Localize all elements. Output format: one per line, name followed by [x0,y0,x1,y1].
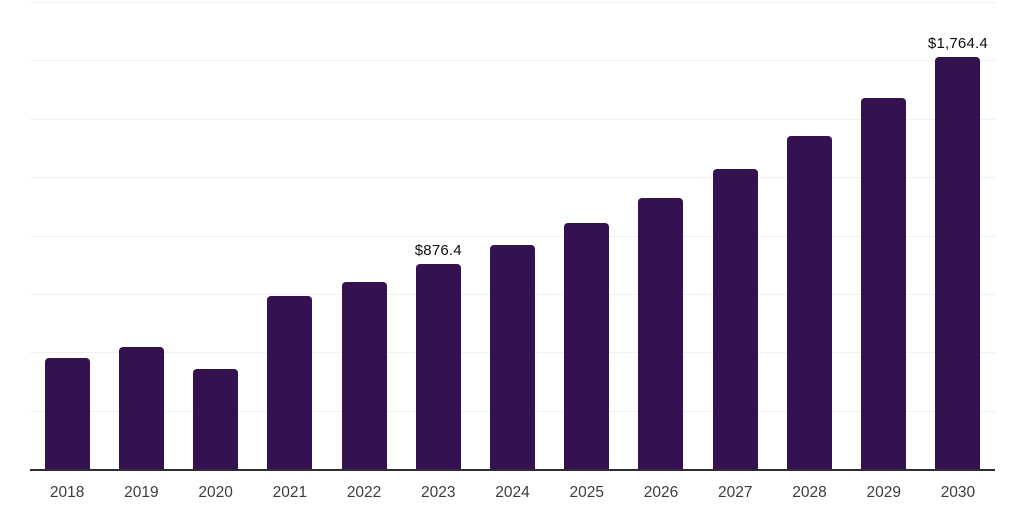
x-tick-2018: 2018 [49,484,85,501]
bar-group-2026 [624,2,698,469]
bar-2029[interactable] [861,98,907,469]
bar-group-2025 [550,2,624,469]
x-tick-2020: 2020 [198,484,233,501]
bar-group-2024 [475,2,549,469]
data-label-2030: $1,764.4 [927,35,988,52]
x-tick-2023: 2023 [421,484,456,501]
bar-2025[interactable] [564,222,610,469]
bar-group-2028 [772,2,846,469]
x-tick-2024: 2024 [495,484,530,501]
bar-2022[interactable] [341,281,387,469]
gridline-1000 [30,235,995,237]
bar-2030[interactable]: $1,764.4 [928,35,988,469]
bar-group-2018 [30,2,104,469]
bar-2024[interactable] [490,244,536,469]
gridline-1500 [30,118,995,120]
x-axis-labels: 2018 2019 2020 2021 2022 2023 2024 2025 2026 2027… [30,484,995,502]
bar-2023[interactable]: $876.4 [415,242,462,469]
x-tick-2022: 2022 [346,484,382,501]
x-tick-2021: 2021 [272,484,308,501]
bar-2020[interactable] [193,368,239,469]
bar-group-2030: $1,764.4 [921,2,995,469]
x-tick-2019: 2019 [124,484,159,501]
gridline-1250 [30,177,995,179]
bar-group-2023: $876.4 [401,2,475,469]
plot-area: $876.4 $1,764.4 [30,2,995,471]
bar-2026[interactable] [638,197,684,469]
x-tick-2025: 2025 [569,484,604,501]
x-tick-2030: 2030 [940,484,976,501]
x-tick-2028: 2028 [792,484,827,501]
bar-group-2027 [698,2,772,469]
bar-group-2020 [178,2,252,469]
bar-2019[interactable] [118,346,164,469]
bar-group-2021 [253,2,327,469]
gridline-1750 [30,60,995,62]
bar-2027[interactable] [712,168,758,469]
bar-2018[interactable] [44,357,90,469]
bar-2021[interactable] [267,295,313,469]
gridline-2000 [30,2,995,3]
x-tick-2029: 2029 [866,484,901,501]
bar-group-2029 [847,2,921,469]
data-label-2023: $876.4 [414,242,462,260]
bar-group-2019 [104,2,178,469]
x-tick-2026: 2026 [643,484,679,501]
x-tick-2027: 2027 [717,484,753,501]
bar-2028[interactable] [786,135,832,469]
bars-row: $876.4 $1,764.4 [30,2,995,469]
bar-group-2022 [327,2,401,469]
